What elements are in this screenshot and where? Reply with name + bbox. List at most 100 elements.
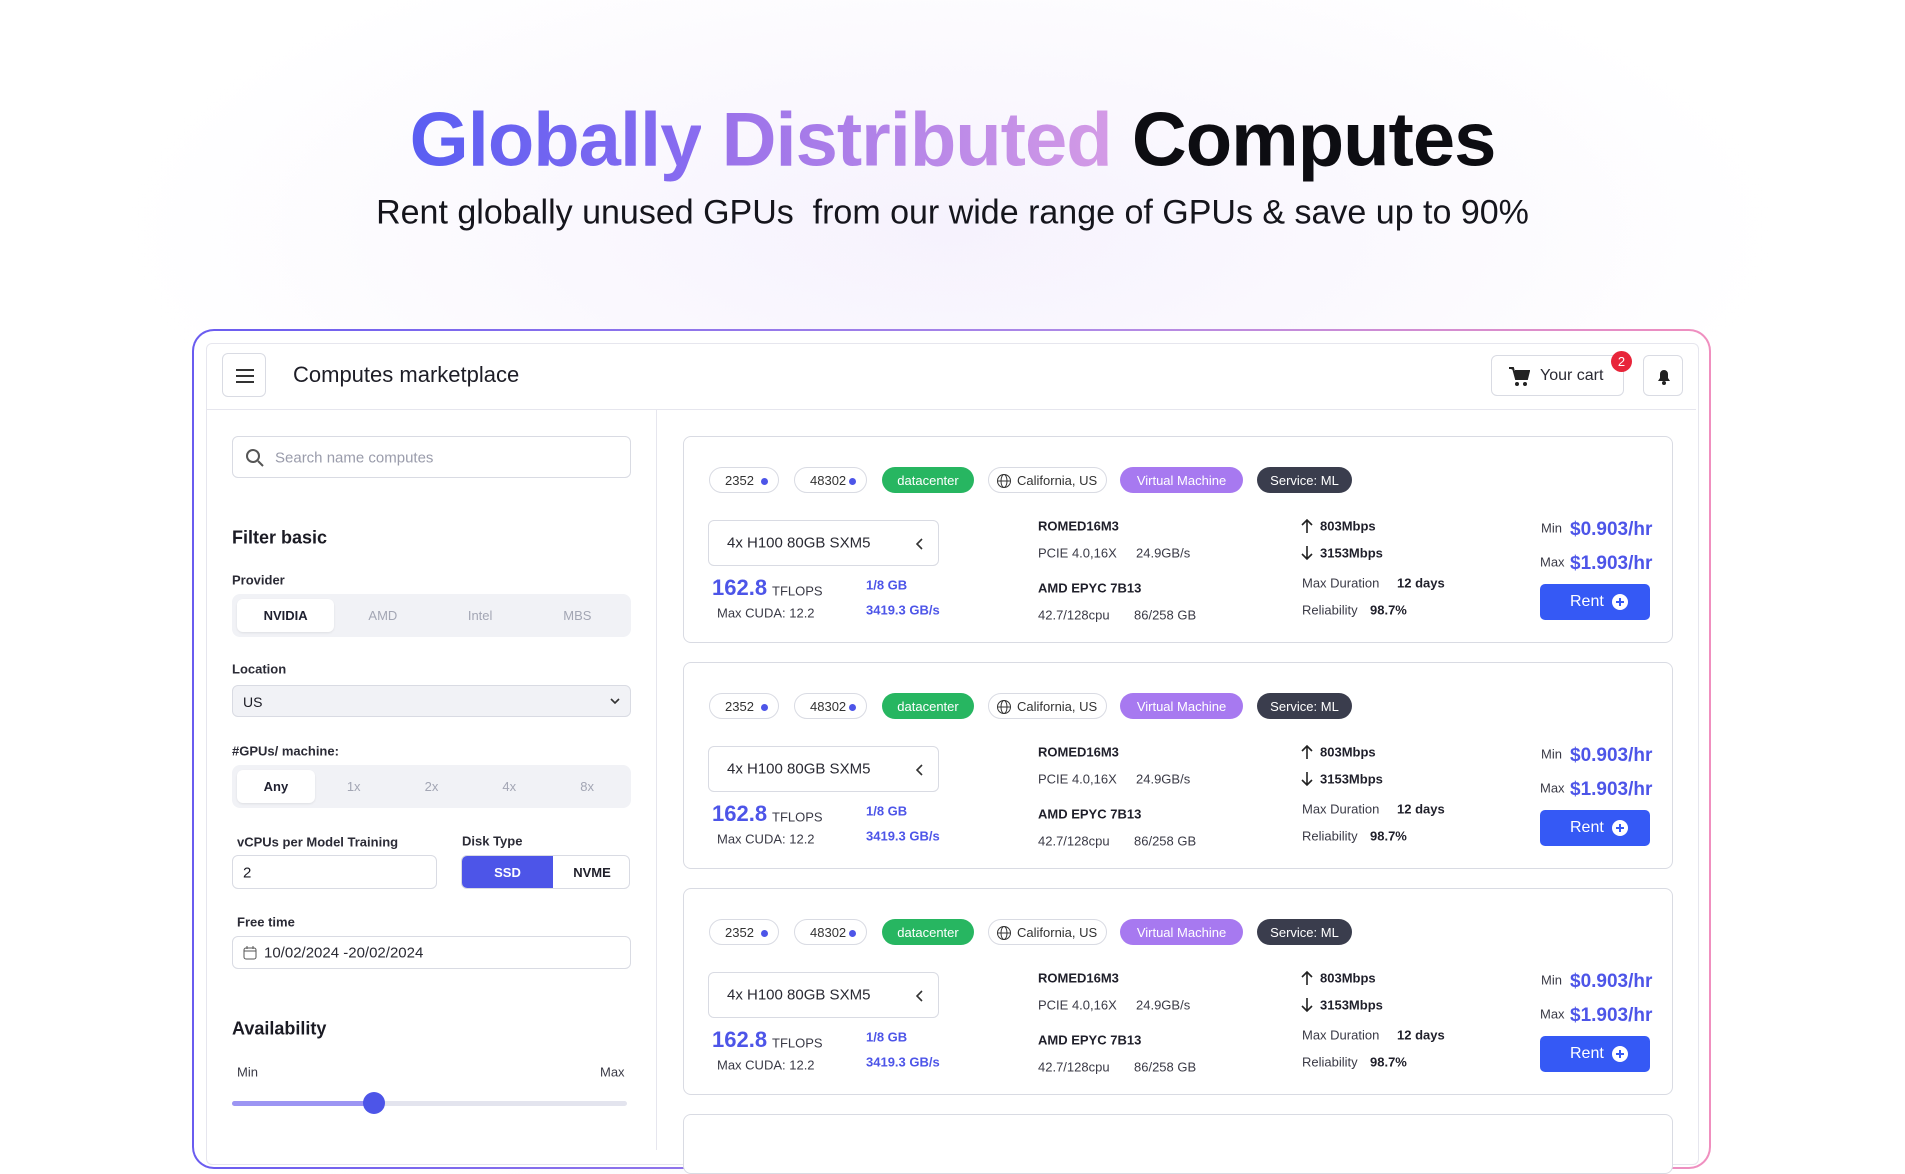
min-label: Min bbox=[1541, 520, 1562, 536]
min-price: $0.903/hr bbox=[1570, 745, 1653, 766]
title-highlight: Globally bbox=[409, 97, 703, 183]
rent-label: Rent bbox=[1570, 819, 1604, 836]
gpu-name: 4x H100 80GB SXM5 bbox=[727, 760, 871, 778]
pcie: PCIE 4.0,16X bbox=[1038, 771, 1117, 787]
providers-option[interactable]: MBS bbox=[563, 608, 592, 623]
arrow-down bbox=[1301, 546, 1313, 561]
tag: 2352 bbox=[709, 919, 779, 945]
pcie-speed: 24.9GB/s bbox=[1136, 771, 1191, 787]
title-rest: Computes bbox=[1131, 97, 1497, 183]
min-label: Min bbox=[1541, 972, 1562, 988]
memory: 1/8 GB bbox=[866, 1029, 908, 1045]
sidebar-divider bbox=[656, 410, 657, 1150]
arrow-up bbox=[1301, 970, 1313, 985]
max-label: Max bbox=[1540, 554, 1565, 570]
gpu-name: 4x H100 80GB SXM5 bbox=[727, 986, 871, 1004]
tag: Service: ML bbox=[1257, 919, 1352, 945]
compute-card: 2352 48302 datacenter California, US Virtual… bbox=[683, 888, 1673, 1095]
cpu: AMD EPYC 7B13 bbox=[1038, 580, 1142, 596]
cart-icon bbox=[1509, 367, 1530, 386]
menu-button[interactable] bbox=[222, 353, 266, 397]
info-dot bbox=[761, 704, 768, 711]
cpu-usage: 42.7/128cpu bbox=[1038, 607, 1110, 623]
pcie: PCIE 4.0,16X bbox=[1038, 997, 1117, 1013]
location-select[interactable]: US bbox=[232, 685, 631, 717]
arrow-up bbox=[1301, 518, 1313, 533]
disk-option[interactable]: SSD bbox=[462, 856, 553, 888]
rent-button[interactable]: Rent bbox=[1540, 584, 1650, 620]
upload: 803Mbps bbox=[1320, 518, 1376, 534]
free-time-input[interactable]: 10/02/2024 -20/02/2024 bbox=[232, 936, 631, 969]
tag: Service: ML bbox=[1257, 693, 1352, 719]
arrow-down bbox=[1301, 998, 1313, 1013]
gpu-select[interactable]: 4x H100 80GB SXM5 bbox=[708, 972, 939, 1018]
slider-min-label: Min bbox=[237, 1064, 258, 1080]
gpus-option[interactable]: 8x bbox=[580, 779, 594, 794]
disk-option[interactable]: NVME bbox=[573, 864, 611, 880]
globe-icon bbox=[997, 926, 1011, 940]
cpu: AMD EPYC 7B13 bbox=[1038, 1032, 1142, 1048]
tag: 48302 bbox=[794, 693, 867, 719]
info-dot bbox=[849, 478, 856, 485]
tflops: 162.8 bbox=[712, 575, 768, 600]
gpu-select[interactable]: 4x H100 80GB SXM5 bbox=[708, 746, 939, 792]
chevron-down bbox=[610, 698, 620, 705]
slider-max-label: Max bbox=[600, 1064, 625, 1080]
compute-card-partial bbox=[683, 1114, 1673, 1174]
gpus-option[interactable]: Any bbox=[237, 770, 315, 803]
chevron-left bbox=[916, 990, 923, 1002]
rent-button[interactable]: Rent bbox=[1540, 1036, 1650, 1072]
tag: datacenter bbox=[882, 919, 974, 945]
tag: 48302 bbox=[794, 467, 867, 493]
cart-button[interactable]: Your cart bbox=[1491, 355, 1624, 396]
pcie-speed: 24.9GB/s bbox=[1136, 997, 1191, 1013]
bandwidth: 3419.3 GB/s bbox=[866, 828, 940, 844]
disk-label: Disk Type bbox=[462, 833, 523, 849]
max-price: $1.903/hr bbox=[1570, 1005, 1653, 1026]
notification-button[interactable] bbox=[1643, 355, 1683, 396]
info-dot bbox=[849, 704, 856, 711]
vcpu-input[interactable]: 2 bbox=[232, 855, 437, 889]
gpu-select[interactable]: 4x H100 80GB SXM5 bbox=[708, 520, 939, 566]
duration-label: Max Duration bbox=[1302, 801, 1380, 817]
bell-icon bbox=[1658, 370, 1670, 385]
tag: 2352 bbox=[709, 467, 779, 493]
duration: 12 days bbox=[1397, 575, 1445, 591]
search-placeholder: Search name computes bbox=[275, 449, 434, 467]
compute-card: 2352 48302 datacenter California, US Virtual… bbox=[683, 662, 1673, 869]
reliability: 98.7% bbox=[1370, 1054, 1407, 1070]
gpus-option[interactable]: 4x bbox=[502, 779, 517, 794]
gpus-option[interactable]: 1x bbox=[346, 779, 361, 794]
header-title: Computes marketplace bbox=[293, 362, 520, 387]
reliability: 98.7% bbox=[1370, 828, 1407, 844]
filter-title: Filter basic bbox=[232, 527, 328, 548]
memory: 1/8 GB bbox=[866, 577, 908, 593]
upload: 803Mbps bbox=[1320, 744, 1376, 760]
globe-icon bbox=[997, 474, 1011, 488]
disk-toggle: SSD NVME bbox=[461, 855, 630, 889]
max-price: $1.903/hr bbox=[1570, 553, 1653, 574]
gpus-option[interactable]: 2x bbox=[424, 779, 439, 794]
search-input[interactable]: Search name computes bbox=[232, 436, 631, 478]
rent-button[interactable]: Rent bbox=[1540, 810, 1650, 846]
upload: 803Mbps bbox=[1320, 970, 1376, 986]
providers-option[interactable]: NVIDIA bbox=[237, 599, 335, 632]
min-label: Min bbox=[1541, 746, 1562, 762]
providers-option[interactable]: AMD bbox=[368, 608, 398, 623]
cpu: AMD EPYC 7B13 bbox=[1038, 806, 1142, 822]
providers-option[interactable]: Intel bbox=[467, 608, 493, 623]
bandwidth: 3419.3 GB/s bbox=[866, 1054, 940, 1070]
search-icon bbox=[246, 449, 264, 467]
bandwidth: 3419.3 GB/s bbox=[866, 602, 940, 618]
free-time-label: Free time bbox=[237, 914, 295, 930]
cart-badge: 2 bbox=[1611, 351, 1632, 372]
title-highlight: Distributed bbox=[721, 97, 1113, 183]
calendar-icon bbox=[243, 946, 257, 960]
max-label: Max bbox=[1540, 780, 1565, 796]
tag: Virtual Machine bbox=[1120, 467, 1243, 493]
plus-icon bbox=[1612, 820, 1628, 836]
slider-thumb[interactable] bbox=[363, 1092, 385, 1114]
duration: 12 days bbox=[1397, 801, 1445, 817]
rent-label: Rent bbox=[1570, 593, 1604, 610]
